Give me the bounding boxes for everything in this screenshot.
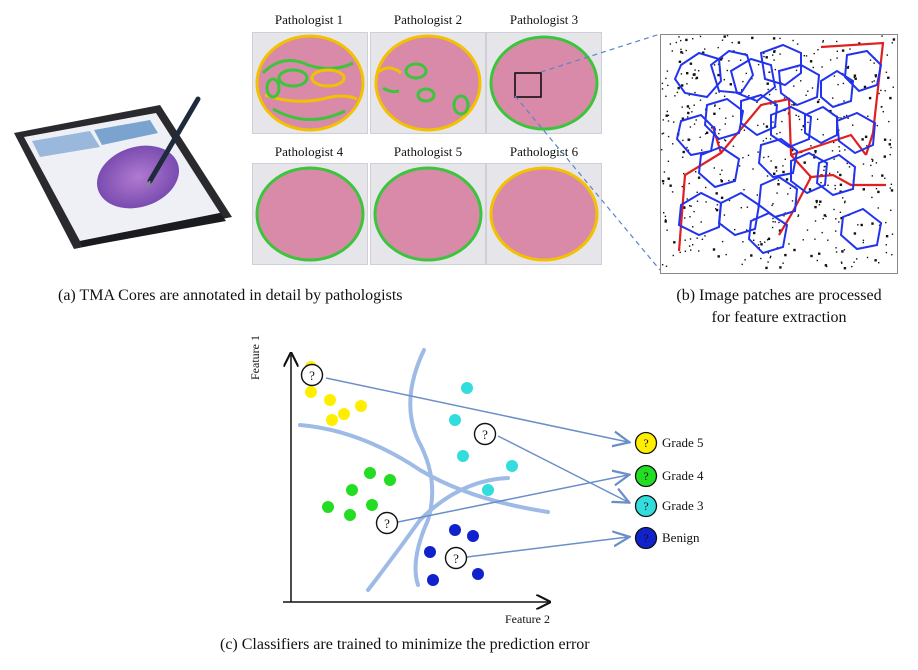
class-point: [472, 568, 484, 580]
class-point: [324, 394, 336, 406]
class-point: [424, 546, 436, 558]
zoom-connector-lines: [514, 33, 661, 271]
class-point: [467, 530, 479, 542]
panel-a-caption: (a) TMA Cores are annotated in detail by…: [58, 287, 403, 304]
class-point: [364, 467, 376, 479]
class-point: [305, 386, 317, 398]
class-point: [449, 414, 461, 426]
class-point: [457, 450, 469, 462]
unknown-marker: ?: [453, 551, 459, 566]
class-point: [344, 509, 356, 521]
class-point: [482, 484, 494, 496]
legend-label-grade5: Grade 5: [662, 435, 704, 450]
class-point: [427, 574, 439, 586]
class-point: [346, 484, 358, 496]
class-point: [461, 382, 473, 394]
legend-marker-glyph: ?: [643, 469, 648, 483]
legend-marker-glyph: ?: [643, 499, 648, 513]
y-axis-label: Feature 1: [248, 335, 262, 380]
tma-core-tile-4: [252, 163, 368, 265]
legend-label-grade4: Grade 4: [662, 468, 704, 483]
tablet-illustration: [14, 96, 232, 249]
legend-marker-glyph: ?: [643, 531, 648, 545]
grade-legend-markers: [634, 431, 658, 550]
unknown-marker: ?: [309, 368, 315, 383]
class-point: [366, 499, 378, 511]
pathologist-label: Pathologist 3: [509, 12, 579, 27]
selected-patch-box: [514, 72, 542, 98]
legend-marker-glyph: ?: [643, 436, 648, 450]
class-point: [326, 414, 338, 426]
pathologist-label: Pathologist 2: [393, 12, 463, 27]
pathologist-label: Pathologist 4: [274, 144, 344, 159]
tma-core-tile-6: [486, 163, 602, 265]
pathologist-label: Pathologist 6: [509, 144, 579, 159]
panel-b-caption-line2: for feature extraction: [711, 309, 847, 326]
pathologist-label: Pathologist 5: [393, 144, 463, 159]
unknown-samples: [300, 363, 497, 570]
panel-b-caption-line1: (b) Image patches are processed: [676, 287, 882, 304]
legend-label-grade3: Grade 3: [662, 498, 704, 513]
tma-core-tile-5: [370, 163, 486, 265]
prediction-arrows: [325, 377, 628, 558]
feature-extraction-patch: [660, 34, 898, 274]
scatter-points: [305, 361, 518, 586]
panel-c-caption: (c) Classifiers are trained to minimize …: [220, 636, 590, 653]
unknown-marker: ?: [384, 516, 390, 531]
unknown-marker: ?: [482, 427, 488, 442]
class-point: [322, 501, 334, 513]
tma-core-tile-3: [486, 32, 602, 134]
class-point: [355, 400, 367, 412]
class-point: [506, 460, 518, 472]
legend-label-benign: Benign: [662, 530, 700, 545]
class-point: [449, 524, 461, 536]
pathologist-label: Pathologist 1: [274, 12, 344, 27]
class-point: [338, 408, 350, 420]
tma-core-tile-2: [370, 32, 486, 134]
tma-core-tile-1: [252, 32, 368, 134]
x-axis-label: Feature 2: [505, 612, 550, 626]
class-point: [384, 474, 396, 486]
